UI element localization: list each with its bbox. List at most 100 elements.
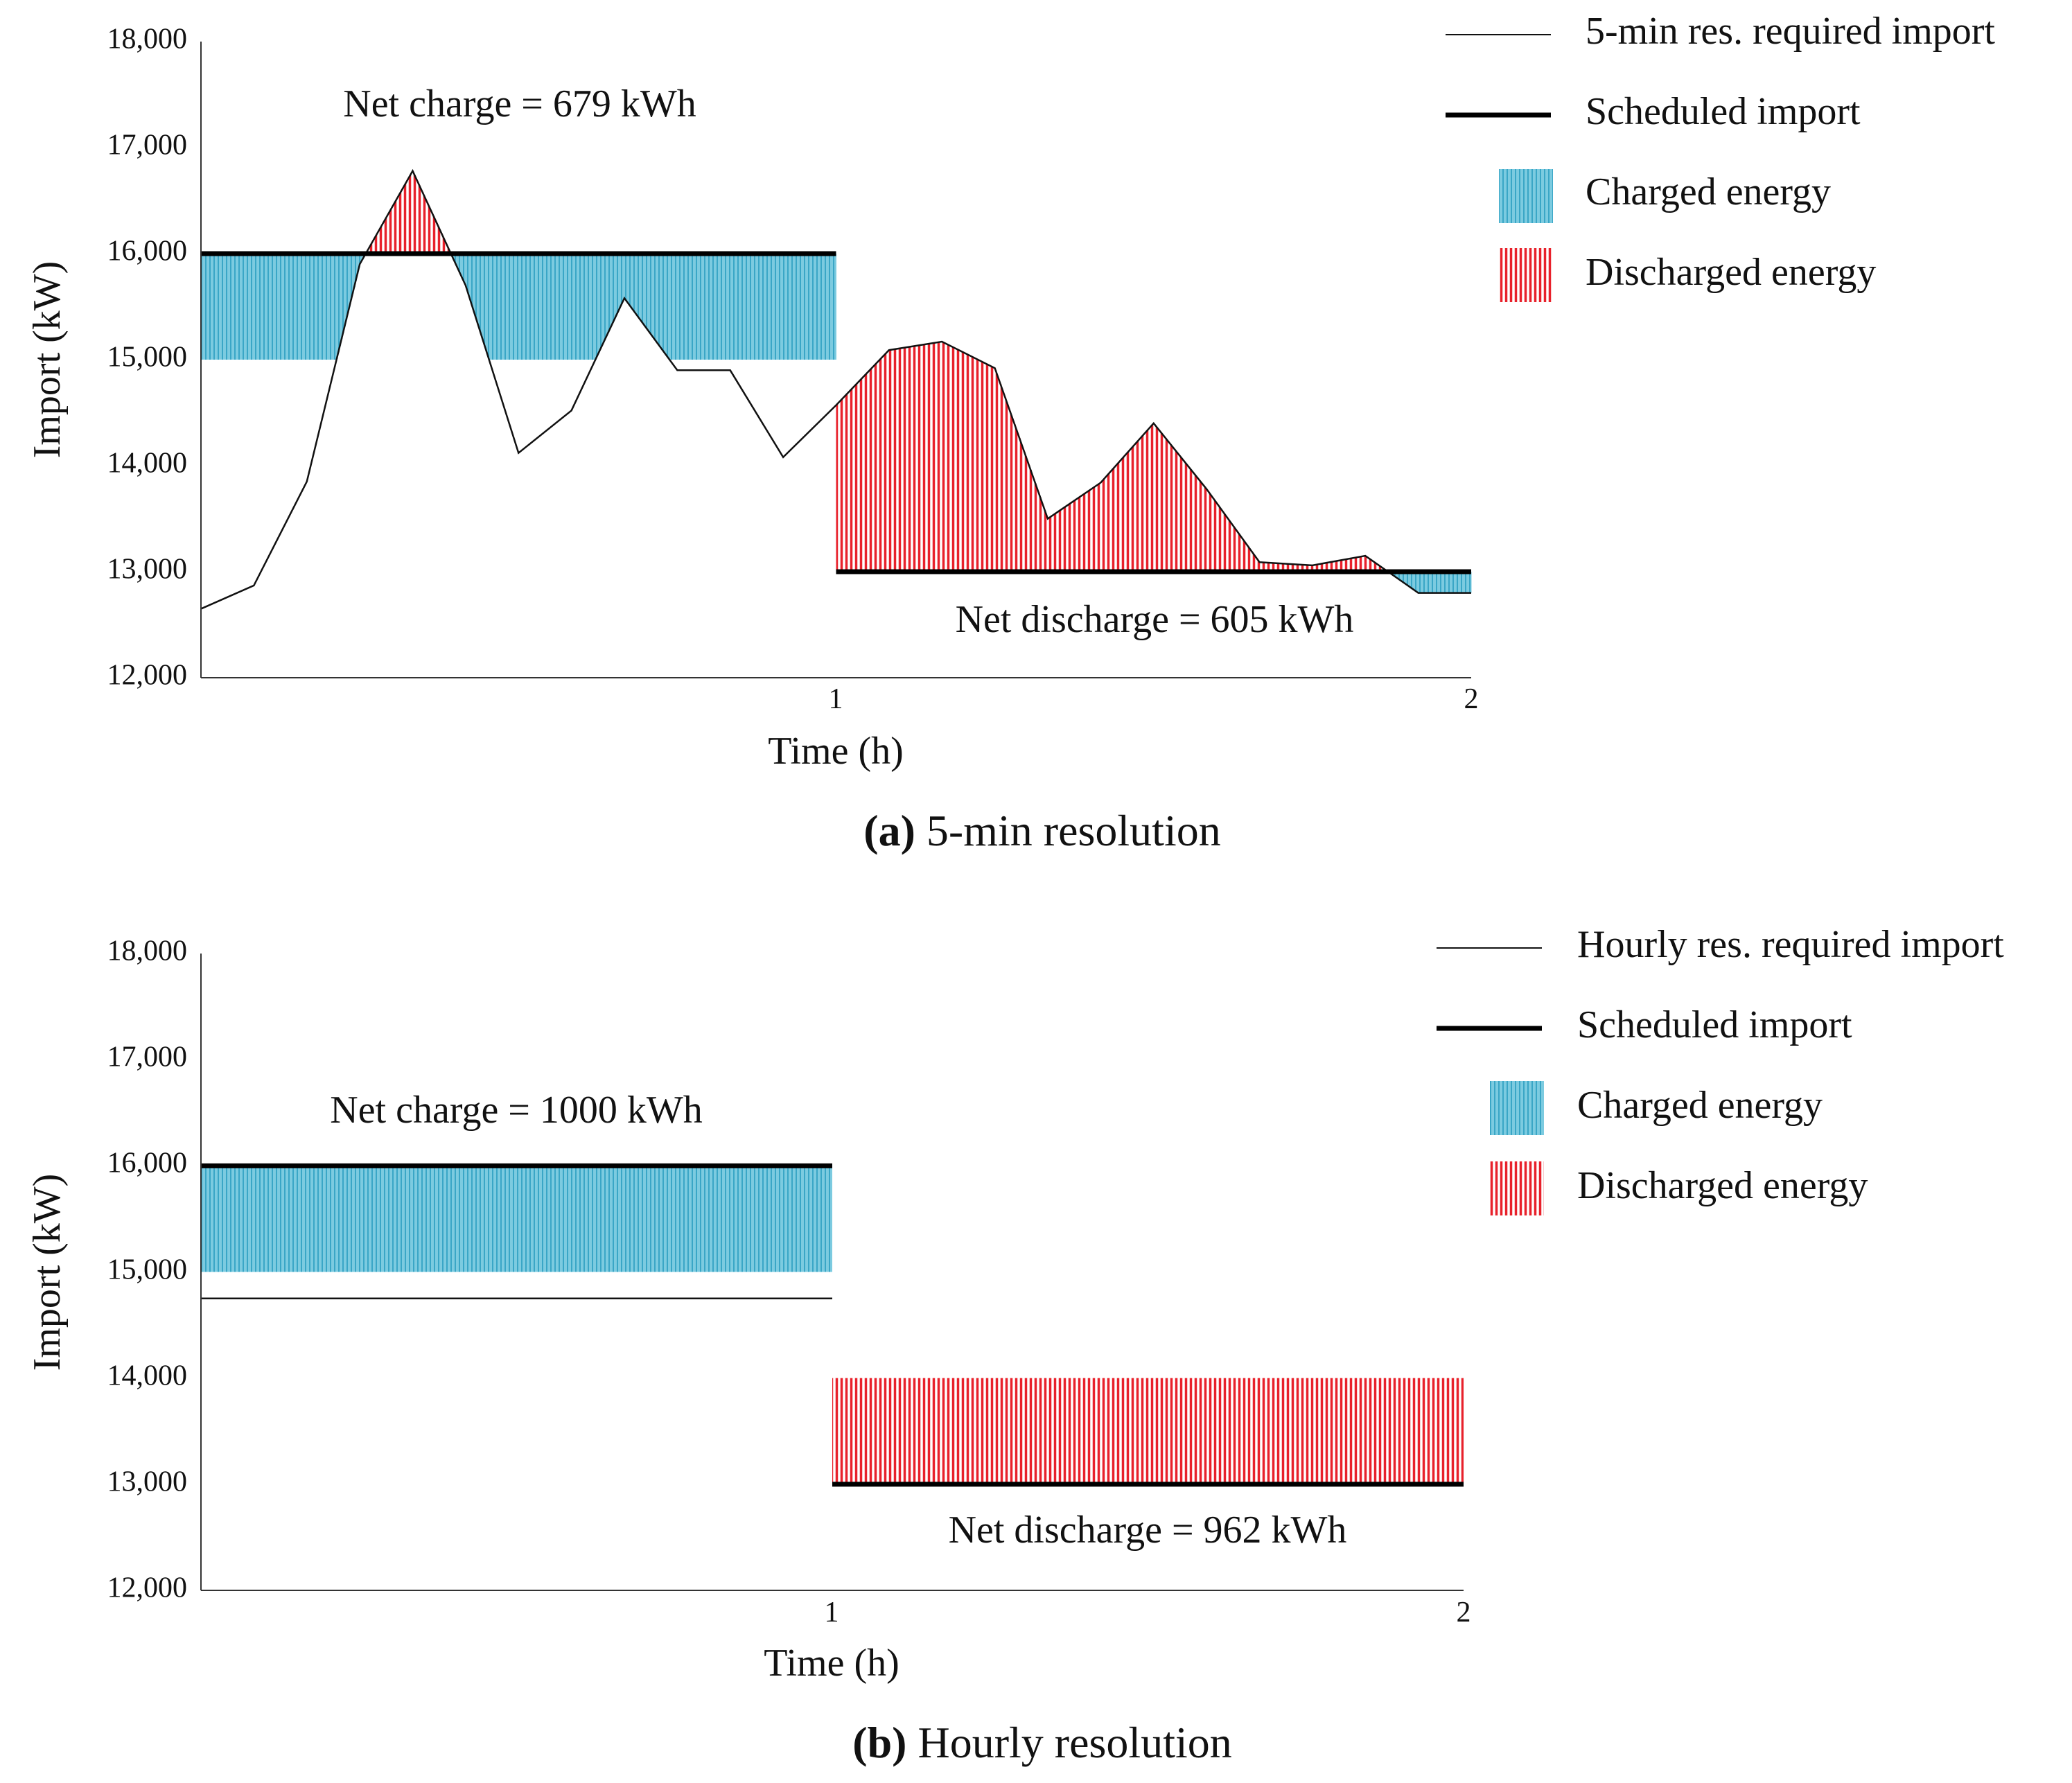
discharged-energy-slice bbox=[1034, 483, 1037, 572]
charged-energy-slice bbox=[265, 254, 268, 360]
discharged-energy-slice bbox=[974, 358, 976, 572]
y-tick-label: 12,000 bbox=[107, 660, 188, 692]
charged-energy-slice bbox=[581, 254, 584, 360]
discharged-energy-slice bbox=[929, 343, 932, 572]
discharged-energy-slice bbox=[885, 353, 888, 572]
charged-energy-slice bbox=[814, 254, 816, 360]
discharged-energy-slice bbox=[1217, 504, 1220, 572]
discharged-energy-slice bbox=[904, 347, 906, 572]
charged-energy-slice bbox=[335, 254, 338, 359]
charged-energy-slice bbox=[1406, 572, 1408, 586]
charged-energy-slice bbox=[1448, 572, 1451, 593]
discharged-energy-slice bbox=[1310, 565, 1313, 572]
charged-energy-slice bbox=[269, 254, 272, 360]
charged-energy-slice bbox=[725, 254, 727, 360]
charged-energy-slice bbox=[755, 254, 757, 360]
discharged-energy-slice bbox=[1195, 475, 1197, 572]
discharged-energy-slice bbox=[1139, 438, 1141, 572]
discharged-energy-slice bbox=[1045, 515, 1048, 572]
discharged-energy-slice bbox=[1170, 446, 1173, 572]
discharged-energy-slice bbox=[1322, 563, 1324, 572]
charged-energy-slice bbox=[545, 254, 547, 360]
charged-energy-slice bbox=[624, 254, 627, 300]
charged-energy-slice bbox=[671, 254, 674, 360]
discharged-energy-slice bbox=[428, 206, 430, 254]
discharged-energy-slice bbox=[1164, 438, 1167, 572]
x-tick-label: 2 bbox=[1457, 1597, 1471, 1628]
discharged-energy-slice bbox=[886, 351, 889, 572]
charged-energy-slice bbox=[728, 254, 730, 360]
charged-energy-slice bbox=[660, 254, 662, 348]
charged-energy-slice bbox=[319, 254, 322, 360]
charged-energy-slice bbox=[263, 254, 265, 360]
charged-energy-slice bbox=[295, 254, 297, 360]
charged-energy-slice bbox=[586, 254, 589, 360]
charged-energy-slice bbox=[661, 254, 664, 350]
discharged-energy-slice bbox=[1063, 507, 1065, 572]
discharged-energy-slice bbox=[863, 376, 866, 572]
discharged-energy-slice bbox=[890, 349, 893, 572]
discharged-energy-slice bbox=[996, 375, 999, 572]
charged-energy-slice bbox=[267, 254, 270, 360]
charged-energy-slice bbox=[552, 254, 554, 360]
charged-energy-slice bbox=[242, 254, 245, 360]
charged-energy-slice bbox=[828, 254, 830, 360]
charged-energy-slice bbox=[548, 254, 551, 360]
charged-energy-slice bbox=[516, 254, 519, 360]
charged-energy-slice bbox=[254, 254, 257, 360]
discharged-energy-slice bbox=[1371, 560, 1373, 572]
charged-energy-slice bbox=[690, 254, 692, 360]
discharged-energy-slice bbox=[1125, 454, 1127, 572]
discharged-energy-slice bbox=[1003, 393, 1005, 572]
discharged-energy-slice bbox=[1145, 431, 1148, 572]
charged-energy-slice bbox=[1463, 572, 1466, 593]
discharged-energy-slice bbox=[920, 344, 922, 572]
charged-energy-slice bbox=[512, 254, 514, 360]
charged-energy-slice bbox=[1423, 572, 1426, 593]
discharged-energy-slice bbox=[966, 354, 969, 572]
discharged-energy-slice bbox=[418, 185, 421, 254]
charged-energy-slice bbox=[1401, 572, 1403, 582]
charged-energy-slice bbox=[529, 254, 532, 360]
discharged-energy-slice bbox=[423, 195, 425, 254]
legend-swatch-discharged-energy bbox=[1490, 1161, 1544, 1215]
discharged-energy-slice bbox=[992, 367, 994, 572]
energy-fill-areas bbox=[201, 1166, 1464, 1484]
discharged-energy-slice bbox=[1215, 502, 1218, 572]
discharged-energy-slice bbox=[1153, 424, 1156, 572]
charged-energy-slice bbox=[606, 254, 608, 336]
discharged-energy-slice bbox=[1261, 562, 1264, 572]
discharged-energy-slice bbox=[445, 243, 448, 254]
discharged-energy-slice bbox=[880, 358, 883, 572]
charged-energy-slice bbox=[588, 254, 590, 360]
charged-energy-slice bbox=[604, 254, 606, 340]
charged-energy-slice bbox=[832, 254, 835, 360]
charged-energy-slice bbox=[229, 254, 232, 360]
charged-energy-slice bbox=[258, 254, 261, 360]
y-tick-label: 13,000 bbox=[107, 1466, 188, 1498]
discharged-energy-slice bbox=[922, 344, 924, 572]
charged-energy-slice bbox=[1439, 572, 1441, 593]
charged-energy-slice bbox=[270, 254, 273, 360]
charged-energy-slice bbox=[488, 254, 491, 360]
discharged-energy-slice bbox=[1254, 555, 1256, 572]
discharged-energy-slice bbox=[1229, 522, 1232, 572]
charged-energy-slice bbox=[238, 254, 241, 360]
discharged-energy-slice bbox=[906, 347, 908, 572]
discharged-energy-slice bbox=[1159, 432, 1162, 572]
discharged-energy-slice bbox=[377, 231, 380, 254]
discharged-energy-slice bbox=[412, 171, 414, 254]
discharged-energy-slice bbox=[869, 369, 872, 572]
x-tick-labels: 1 2 bbox=[829, 683, 1479, 715]
discharged-energy-slice bbox=[842, 398, 845, 572]
charged-energy-slice bbox=[1444, 572, 1446, 593]
charged-energy-slice bbox=[550, 254, 552, 360]
discharged-energy-slice bbox=[1010, 415, 1013, 572]
charged-energy-slice bbox=[234, 254, 236, 360]
discharged-energy-slice bbox=[1326, 562, 1329, 572]
charged-energy-slice bbox=[777, 254, 780, 360]
charged-energy-slice bbox=[296, 254, 299, 360]
discharged-energy-slice bbox=[1207, 491, 1210, 572]
discharged-energy-slice bbox=[1190, 469, 1193, 572]
charged-energy-slice bbox=[225, 254, 227, 360]
